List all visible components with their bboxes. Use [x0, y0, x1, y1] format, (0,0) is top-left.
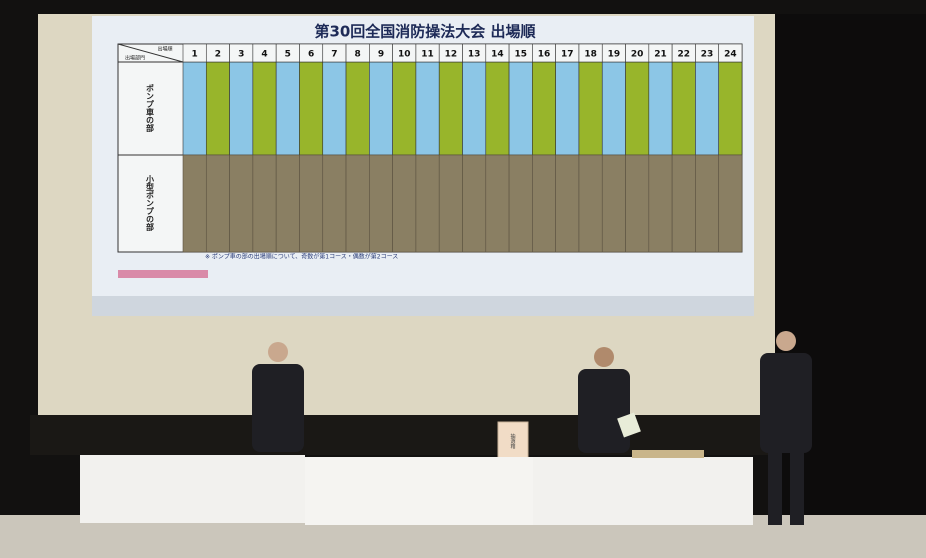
column-number: 3 [238, 50, 244, 60]
column-number: 21 [654, 50, 667, 60]
cell [556, 155, 579, 252]
scene: 第30回全国消防操法大会 出場順 出場順 出場部門 12345678910111… [0, 0, 926, 558]
cell [509, 62, 532, 155]
cell [230, 155, 253, 252]
cell [602, 62, 625, 155]
column-number: 10 [398, 50, 411, 60]
column-number: 16 [538, 50, 551, 60]
cell [509, 155, 532, 252]
cell [369, 62, 392, 155]
cell [230, 62, 253, 155]
cell [649, 62, 672, 155]
cell [626, 155, 649, 252]
cell [486, 155, 509, 252]
column-number: 14 [491, 50, 504, 60]
cell [323, 155, 346, 252]
box-label: 抽選箱 [510, 433, 516, 450]
cell [532, 62, 555, 155]
corner-top: 出場順 [157, 46, 172, 53]
cell [672, 155, 695, 252]
column-number: 7 [331, 50, 337, 60]
column-number: 6 [308, 50, 314, 60]
cell [695, 155, 718, 252]
screen-note: ※ ポンプ車の部の出場順について、奇数が第1コース・偶数が第2コース [205, 253, 398, 261]
cell [439, 62, 462, 155]
column-number: 17 [561, 50, 574, 60]
cell [369, 155, 392, 252]
column-number: 2 [215, 50, 221, 60]
column-number: 22 [678, 50, 691, 60]
cell [206, 62, 229, 155]
cell [276, 155, 299, 252]
cell [626, 62, 649, 155]
column-number: 24 [724, 50, 737, 60]
table-cloth [305, 457, 533, 525]
column-number: 18 [584, 50, 597, 60]
cell [346, 155, 369, 252]
cell [695, 62, 718, 155]
column-number: 8 [355, 50, 361, 60]
cell [393, 155, 416, 252]
cell [323, 62, 346, 155]
cell [719, 155, 742, 252]
column-number: 15 [514, 50, 527, 60]
cell [416, 62, 439, 155]
column-number: 1 [192, 50, 198, 60]
column-number: 13 [468, 50, 481, 60]
row-label: ポンプ車の部 [146, 83, 155, 133]
tray [632, 450, 704, 458]
column-number: 12 [445, 50, 458, 60]
corner-bottom: 出場部門 [125, 55, 145, 62]
column-number: 20 [631, 50, 644, 60]
highlight-cell [118, 270, 208, 278]
screen-title: 第30回全国消防操法大会 出場順 [314, 23, 536, 41]
column-number: 19 [608, 50, 621, 60]
table-cloth [533, 457, 753, 525]
cell [276, 62, 299, 155]
table-cloth [80, 455, 305, 523]
cell [579, 155, 602, 252]
column-number: 9 [378, 50, 384, 60]
cell [602, 155, 625, 252]
cell [346, 62, 369, 155]
cell [463, 155, 486, 252]
stage-back [30, 415, 770, 455]
cell [299, 155, 322, 252]
column-number: 23 [701, 50, 714, 60]
cell [183, 155, 206, 252]
cell [299, 62, 322, 155]
cell [672, 62, 695, 155]
column-number: 4 [261, 50, 267, 60]
cell [439, 155, 462, 252]
cell [253, 155, 276, 252]
cell [486, 62, 509, 155]
cell [532, 155, 555, 252]
cell [416, 155, 439, 252]
column-number: 11 [421, 50, 434, 60]
cell [719, 62, 742, 155]
cell [649, 155, 672, 252]
cell [253, 62, 276, 155]
taskbar [92, 296, 754, 316]
column-number: 5 [285, 50, 291, 60]
cell [183, 62, 206, 155]
cell [206, 155, 229, 252]
cell [393, 62, 416, 155]
cell [463, 62, 486, 155]
row-label: 小型ポンプの部 [146, 174, 155, 232]
cell [556, 62, 579, 155]
cell [579, 62, 602, 155]
